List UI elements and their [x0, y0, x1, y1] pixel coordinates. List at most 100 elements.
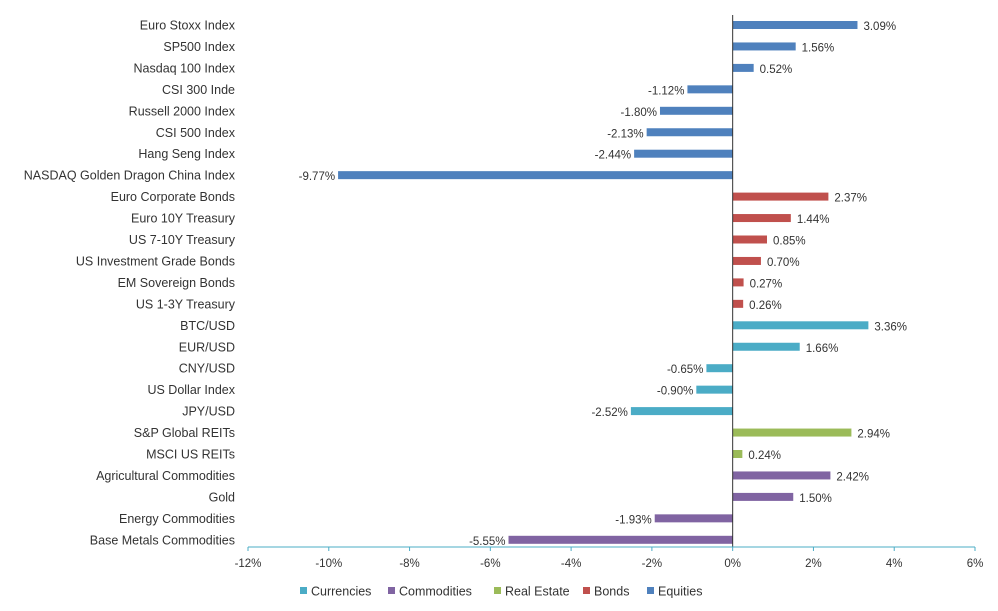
x-tick-label: -4%	[561, 558, 581, 570]
bar-19	[630, 407, 733, 416]
category-label: CSI 300 Inde	[162, 83, 235, 97]
bar-21	[732, 450, 743, 458]
category-label: EM Sovereign Bonds	[118, 276, 235, 290]
legend-swatch	[494, 587, 501, 594]
category-label: Gold	[209, 490, 235, 504]
value-label: 2.37%	[834, 193, 867, 205]
category-label: EUR/USD	[179, 340, 235, 354]
bar-5	[659, 106, 733, 115]
value-label: -5.55%	[469, 536, 505, 548]
value-label: 0.85%	[773, 236, 806, 248]
category-label: Euro Stoxx Index	[140, 19, 236, 33]
category-label: US Dollar Index	[147, 383, 235, 397]
value-label: 0.52%	[760, 64, 793, 76]
value-label: -1.12%	[648, 85, 684, 97]
x-tick-label: 2%	[805, 558, 822, 570]
category-label: Energy Commodities	[119, 512, 235, 526]
bar-24	[654, 514, 733, 523]
legend: Currencies Commodities Real Estate Bonds Equ…	[300, 585, 702, 599]
value-label: 3.09%	[863, 21, 896, 33]
bar-9	[732, 192, 829, 201]
value-label: -2.52%	[591, 407, 627, 419]
value-label: -9.77%	[299, 171, 335, 183]
value-label: -0.65%	[667, 364, 703, 376]
category-labels: Euro Stoxx Index SP500 Index Nasdaq 100 In…	[24, 19, 236, 548]
category-label: Agricultural Commodities	[96, 469, 235, 483]
value-label: -2.44%	[595, 150, 631, 162]
bar-1	[732, 21, 858, 29]
legend-swatch	[583, 587, 590, 594]
value-label: -2.13%	[607, 128, 643, 140]
x-tick-label: 4%	[886, 558, 903, 570]
legend-label: Commodities	[399, 585, 472, 599]
x-tick-label: 6%	[967, 558, 984, 570]
legend-label: Currencies	[311, 585, 371, 599]
x-tick-label: -2%	[642, 558, 662, 570]
legend-swatch	[300, 587, 307, 594]
x-tick-label: 0%	[724, 558, 741, 570]
category-label: US Investment Grade Bonds	[76, 254, 235, 268]
bar-2	[732, 42, 796, 51]
value-label: 2.94%	[857, 429, 890, 441]
legend-label: Bonds	[594, 585, 629, 599]
value-label: 3.36%	[874, 321, 907, 333]
value-label: -1.93%	[615, 514, 651, 526]
value-label: 2.42%	[836, 471, 869, 483]
value-label: 1.56%	[802, 42, 835, 54]
category-label: Hang Seng Index	[138, 147, 235, 161]
bar-22	[732, 471, 831, 480]
bar-23	[732, 492, 794, 501]
value-label: 0.27%	[750, 278, 783, 290]
category-label: Nasdaq 100 Index	[134, 61, 236, 75]
bar-8	[338, 171, 733, 180]
value-label: 0.26%	[749, 300, 782, 312]
bar-13	[732, 278, 744, 287]
category-label: SP500 Index	[163, 40, 235, 54]
bar-16	[732, 342, 800, 351]
bar-18	[696, 385, 733, 394]
value-label: 0.24%	[748, 450, 781, 462]
category-label: S&P Global REITs	[134, 426, 235, 440]
legend-label: Real Estate	[505, 585, 570, 599]
bar-11	[732, 235, 767, 244]
value-label: 0.70%	[767, 257, 800, 269]
x-axis: -12% -10% -8% -6% -4% -2% 0% 2% 4% 6%	[235, 546, 984, 570]
bar-7	[634, 149, 733, 158]
bar-20	[732, 428, 852, 437]
x-tick-label: -6%	[480, 558, 500, 570]
x-tick-label: -8%	[399, 558, 419, 570]
category-label: Russell 2000 Index	[129, 104, 236, 118]
category-label: NASDAQ Golden Dragon China Index	[24, 169, 236, 183]
value-label: 1.66%	[806, 343, 839, 355]
bar-4	[687, 85, 733, 94]
value-label: -1.80%	[621, 107, 657, 119]
category-label: Euro 10Y Treasury	[131, 212, 236, 226]
legend-swatch	[388, 587, 395, 594]
value-label: 1.44%	[797, 214, 830, 226]
category-label: Euro Corporate Bonds	[111, 190, 235, 204]
bar-17	[706, 364, 733, 373]
category-label: MSCI US REITs	[146, 448, 235, 462]
category-label: JPY/USD	[182, 405, 235, 419]
bar-15	[732, 321, 869, 330]
category-label: Base Metals Commodities	[90, 533, 235, 547]
category-label: CSI 500 Index	[156, 126, 236, 140]
bar-10	[732, 214, 791, 223]
bar-12	[732, 256, 761, 265]
category-label: US 1-3Y Treasury	[136, 297, 236, 311]
bar-6	[646, 128, 733, 137]
bar-14	[732, 299, 744, 308]
legend-swatch	[647, 587, 654, 594]
bar-3	[732, 63, 754, 72]
value-label: 1.50%	[799, 493, 832, 505]
category-label: BTC/USD	[180, 319, 235, 333]
bar-25	[508, 535, 733, 544]
legend-label: Equities	[658, 585, 702, 599]
x-tick-label: -12%	[235, 558, 262, 570]
bars-layer	[338, 21, 869, 544]
value-label: -0.90%	[657, 386, 693, 398]
value-labels: 3.09% 1.56% 0.52% -1.12% -1.80% -2.13% -2.44% -…	[299, 21, 907, 548]
x-tick-label: -10%	[315, 558, 342, 570]
